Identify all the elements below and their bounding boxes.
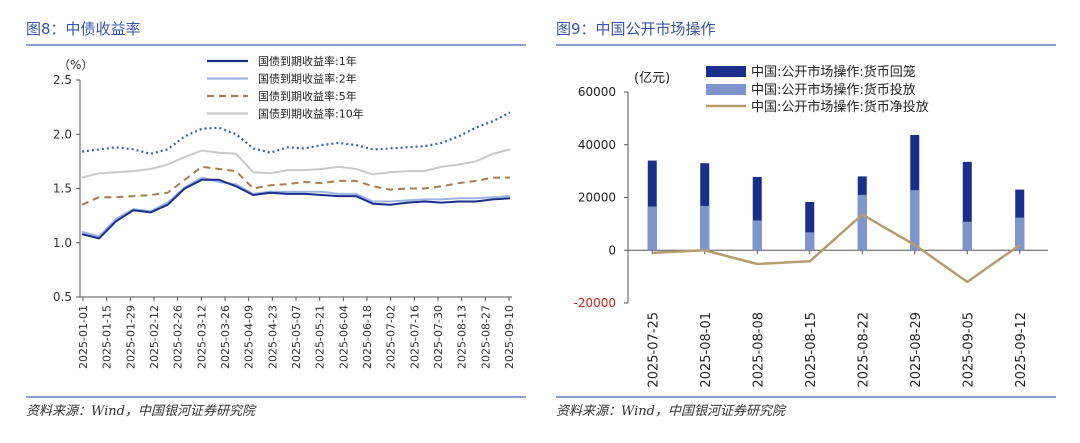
x-tick-label: 2025-03-26 [219, 305, 232, 369]
x-tick-label: 2025-05-07 [290, 305, 303, 369]
open-market-operations-chart: (亿元) -20000 0 20000 40000 60000 2025-07-25 2025… [573, 64, 1048, 388]
x-tick-label: 2025-09-12 [1014, 312, 1029, 388]
legend-label-1: 国债到期收益率:2年 [258, 72, 357, 86]
figure-9-panel: 图9：中国公开市场操作 (亿元) -20000 0 20000 40000 60000 20… [552, 0, 1080, 443]
legend-swatch-0 [706, 66, 746, 77]
series-line-1 [81, 176, 511, 238]
figure-8-bottom-rule [26, 396, 526, 398]
figure-9-source: 资料来源：Wind，中国银河证券研究院 [556, 404, 785, 419]
bar-injection [700, 205, 710, 251]
x-tick-label: 2025-05-21 [314, 305, 327, 369]
x-tick-label: 2025-08-29 [909, 312, 924, 388]
figure-9-title: 图9：中国公开市场操作 [556, 20, 716, 38]
bar-injection [962, 221, 972, 251]
x-tick-label: 2025-02-12 [148, 305, 161, 369]
x-tick-label: 2025-04-09 [243, 305, 256, 369]
legend-label-0: 中国:公开市场操作:货币回笼 [751, 64, 916, 80]
y-tick-label: -20000 [573, 296, 616, 310]
x-tick-label: 2025-09-05 [961, 312, 976, 388]
legend-label-2: 国债到期收益率:5年 [258, 89, 357, 103]
legend-label-1: 中国:公开市场操作:货币投放 [751, 82, 916, 98]
y-tick-label: 60000 [578, 85, 616, 99]
legend-label-0: 国债到期收益率:1年 [258, 54, 357, 68]
legend-label-3: 国债到期收益率:10年 [258, 107, 364, 121]
bar-injection [752, 220, 762, 251]
bar-injection [910, 190, 920, 251]
x-tick-label: 2025-02-26 [172, 305, 185, 369]
x-tick-label: 2025-07-25 [646, 312, 661, 388]
y-tick-label: 0.5 [53, 290, 72, 304]
x-tick-label: 2025-09-10 [503, 305, 516, 369]
y-tick-label: 1.5 [53, 182, 72, 196]
y-tick-label: 2.5 [53, 73, 72, 87]
x-tick-label: 2025-07-16 [408, 305, 421, 369]
x-tick-label: 2025-07-30 [432, 305, 445, 369]
y-unit-label: （%） [58, 58, 93, 72]
legend-label-2: 中国:公开市场操作:货币净投放 [751, 99, 929, 115]
series-line-2 [81, 165, 510, 206]
figure-8-title: 图8：中债收益率 [26, 20, 141, 38]
y-tick-label: 1.0 [53, 236, 72, 250]
x-tick-label: 2025-01-01 [77, 305, 90, 369]
x-tick-label: 2025-01-29 [124, 305, 137, 369]
y-unit-label: (亿元) [634, 71, 670, 86]
figure-8-title-rule [26, 44, 526, 46]
bar-injection [1015, 217, 1025, 251]
figure-8-source: 资料来源：Wind，中国银河证券研究院 [26, 404, 255, 419]
x-tick-label: 2025-06-04 [337, 305, 350, 369]
y-tick-label: 0 [608, 243, 616, 257]
series-line-3 [81, 148, 511, 179]
bar-withdrawal [647, 160, 657, 251]
x-tick-label: 2025-08-15 [804, 312, 819, 388]
y-tick-label: 20000 [578, 191, 616, 205]
x-tick-label: 2025-06-18 [361, 305, 374, 369]
x-tick-label: 2025-08-27 [479, 305, 492, 369]
bar-injection [857, 194, 867, 251]
x-tick-label: 2025-01-15 [101, 305, 114, 369]
bar-injection [647, 206, 657, 251]
x-tick-label: 2025-04-23 [266, 305, 279, 369]
figure-9-bottom-rule [556, 396, 1056, 398]
x-tick-label: 2025-07-02 [385, 305, 398, 369]
x-tick-label: 2025-03-12 [195, 305, 208, 369]
x-tick-label: 2025-08-08 [751, 312, 766, 388]
x-tick-label: 2025-08-01 [699, 312, 714, 388]
series-line-0 [81, 178, 511, 240]
x-tick-label: 2025-08-22 [856, 312, 871, 388]
bond-yield-line-chart: （%） 0.5 1.0 1.5 2.0 2.5 2025-01-01 2025-01-15 20… [53, 54, 516, 369]
series-line-net-injection [652, 213, 1021, 284]
bar-withdrawal [962, 161, 972, 251]
legend-swatch-1 [706, 84, 746, 95]
bar-withdrawal [752, 176, 762, 251]
bar-injection [805, 232, 815, 251]
y-tick-label: 2.0 [53, 127, 72, 141]
x-tick-label: 2025-08-13 [456, 305, 469, 369]
y-tick-label: 40000 [578, 138, 616, 152]
figure-8-panel: 图8：中债收益率 （%） 0.5 1.0 1.5 2.0 2.5 2025-01-01 202… [0, 0, 530, 443]
bar-withdrawal [805, 201, 815, 251]
figure-9-title-rule [556, 44, 1056, 46]
